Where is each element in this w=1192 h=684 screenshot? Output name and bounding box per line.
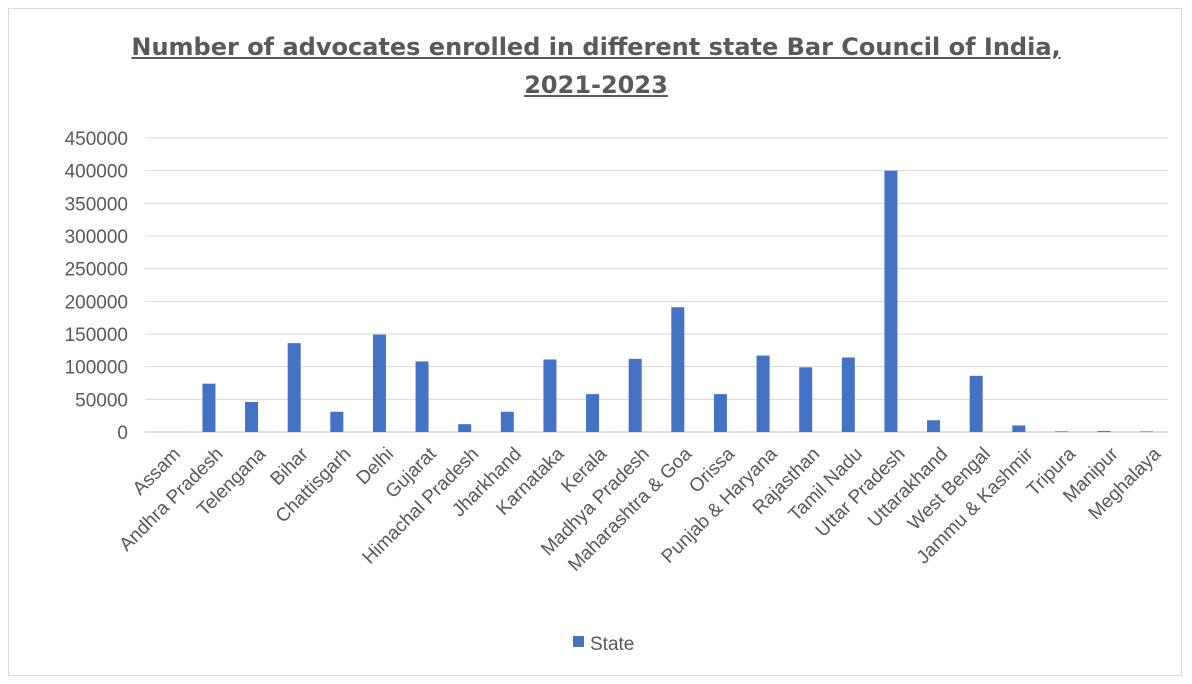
bar <box>500 411 514 432</box>
bar <box>756 355 770 432</box>
bar <box>799 367 813 432</box>
bar <box>372 334 386 432</box>
bar <box>245 401 259 432</box>
y-tick-label: 300000 <box>65 227 128 248</box>
y-tick-label: 50000 <box>75 390 128 411</box>
y-tick-label: 200000 <box>65 292 128 313</box>
y-tick-label: 400000 <box>65 162 128 183</box>
bar <box>287 343 301 432</box>
bar <box>458 424 472 432</box>
y-tick-label: 0 <box>117 423 128 444</box>
bar <box>1012 425 1026 432</box>
bar <box>330 411 344 432</box>
bar <box>1140 431 1154 432</box>
y-tick-label: 100000 <box>65 358 128 379</box>
y-tick-label: 250000 <box>65 260 128 281</box>
bar <box>884 170 898 432</box>
chart-frame <box>8 8 1182 676</box>
y-tick-label: 150000 <box>65 325 128 346</box>
bar <box>202 383 216 432</box>
y-tick-label: 450000 <box>65 129 128 150</box>
legend-swatch <box>573 636 584 647</box>
bar <box>671 307 685 432</box>
y-axis: 0 50000 100000 150000 200000 250000 300000 3500… <box>65 129 128 444</box>
bar <box>1054 431 1068 432</box>
bars <box>202 170 1154 432</box>
bar <box>841 357 855 432</box>
bar <box>415 361 429 432</box>
chart-title: Number of advocates enrolled in differen… <box>0 28 1192 104</box>
chart-title-line-2: 2021-2023 <box>524 71 668 99</box>
legend-label: State <box>590 634 634 655</box>
gridlines <box>145 137 1168 433</box>
bar <box>543 359 557 432</box>
bar <box>969 375 983 432</box>
bar <box>586 394 600 432</box>
bar <box>927 420 941 432</box>
legend: State <box>573 634 634 655</box>
bar <box>1097 431 1111 432</box>
bar <box>628 358 642 432</box>
bar <box>713 394 727 432</box>
y-tick-label: 350000 <box>65 194 128 215</box>
chart-title-line-1: Number of advocates enrolled in differen… <box>131 33 1061 61</box>
